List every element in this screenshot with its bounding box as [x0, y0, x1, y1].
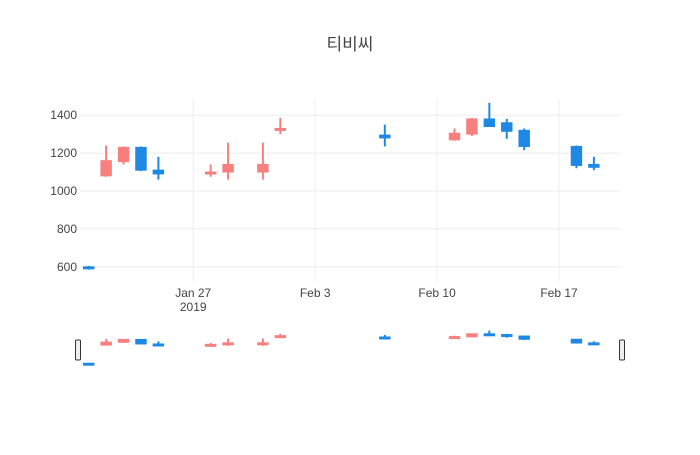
range-slider-background [80, 330, 620, 370]
x-tick-year-label: 2019 [180, 300, 207, 314]
slider-candle[interactable] [274, 333, 287, 339]
range-slider-candles [82, 330, 600, 366]
slider-candle[interactable] [152, 341, 165, 347]
candle[interactable] [274, 118, 287, 135]
candle-body [100, 160, 112, 177]
candles-main[interactable] [82, 102, 600, 270]
slider-candle[interactable] [483, 330, 496, 337]
slider-candle[interactable] [588, 341, 600, 346]
slider-candle[interactable] [117, 338, 130, 343]
candle-body [518, 335, 530, 340]
y-tick-label: 1000 [50, 184, 77, 198]
candle[interactable] [222, 142, 234, 180]
slider-candle[interactable] [204, 342, 217, 347]
candle-body [379, 336, 391, 340]
candle-body [257, 163, 269, 173]
slider-candle[interactable] [501, 333, 513, 338]
candle-body [117, 338, 130, 343]
candle-body [518, 129, 530, 147]
slider-candle[interactable] [570, 338, 583, 344]
candle[interactable] [483, 102, 496, 128]
range-slider[interactable] [75, 330, 625, 370]
slider-candle[interactable] [518, 335, 530, 341]
candle-body [588, 163, 600, 168]
candle[interactable] [152, 156, 165, 180]
candle-body [501, 334, 513, 338]
candle-body [222, 163, 234, 173]
candle-body [135, 338, 147, 345]
candle-body [466, 333, 478, 338]
candle-body [204, 343, 217, 347]
candle-body [570, 145, 583, 166]
range-slider-left-handle[interactable] [75, 339, 81, 361]
y-tick-label: 1400 [50, 108, 77, 122]
x-tick-label: Feb 17 [540, 286, 578, 300]
chart-title: 티비씨 [327, 35, 374, 54]
slider-candle[interactable] [466, 333, 478, 338]
slider-candle[interactable] [379, 334, 391, 340]
range-slider-right-handle[interactable] [619, 339, 625, 361]
candle-body [82, 362, 95, 366]
candle[interactable] [588, 156, 600, 171]
slider-candle[interactable] [135, 338, 147, 345]
y-tick-label: 600 [57, 260, 77, 274]
candle-body [204, 171, 217, 175]
candle[interactable] [100, 145, 112, 177]
slider-candle[interactable] [100, 339, 112, 346]
candle[interactable] [135, 146, 147, 172]
candle[interactable] [117, 146, 130, 165]
candle-body [588, 342, 600, 346]
x-tick-label: Feb 10 [418, 286, 456, 300]
candle[interactable] [466, 118, 478, 137]
y-tick-label: 800 [57, 222, 77, 236]
candle-body [100, 341, 112, 346]
candle-body [274, 127, 287, 131]
candle[interactable] [257, 142, 269, 180]
candle-body [448, 336, 461, 340]
candle[interactable] [379, 124, 391, 147]
candle-body [222, 342, 234, 346]
slider-candle[interactable] [222, 338, 234, 346]
y-axis: 600 800 1000 1200 1400 [50, 108, 77, 274]
candle-body [152, 169, 165, 175]
candle[interactable] [518, 128, 530, 151]
candle-body [570, 338, 583, 344]
candle-body [379, 134, 391, 139]
slider-candle[interactable] [82, 362, 95, 366]
x-tick-label: Jan 27 [175, 286, 211, 300]
candle-body [257, 342, 269, 346]
candle-body [82, 266, 95, 270]
candle-body [501, 122, 513, 132]
candle-body [274, 335, 287, 339]
y-tick-label: 1200 [50, 146, 77, 160]
candle-body [448, 132, 461, 141]
candle-body [152, 343, 165, 347]
candle[interactable] [204, 164, 217, 177]
candle-body [135, 146, 147, 171]
grid-layer [80, 100, 620, 282]
x-tick-label: Feb 3 [300, 286, 331, 300]
candle[interactable] [82, 265, 95, 270]
candle[interactable] [501, 118, 513, 139]
candle-body [483, 118, 496, 128]
slider-candle[interactable] [448, 335, 461, 340]
slider-candle[interactable] [257, 338, 269, 346]
candle[interactable] [570, 145, 583, 169]
candle-body [117, 146, 130, 163]
candle-body [483, 333, 496, 337]
candle[interactable] [448, 128, 461, 141]
candle-body [466, 118, 478, 135]
